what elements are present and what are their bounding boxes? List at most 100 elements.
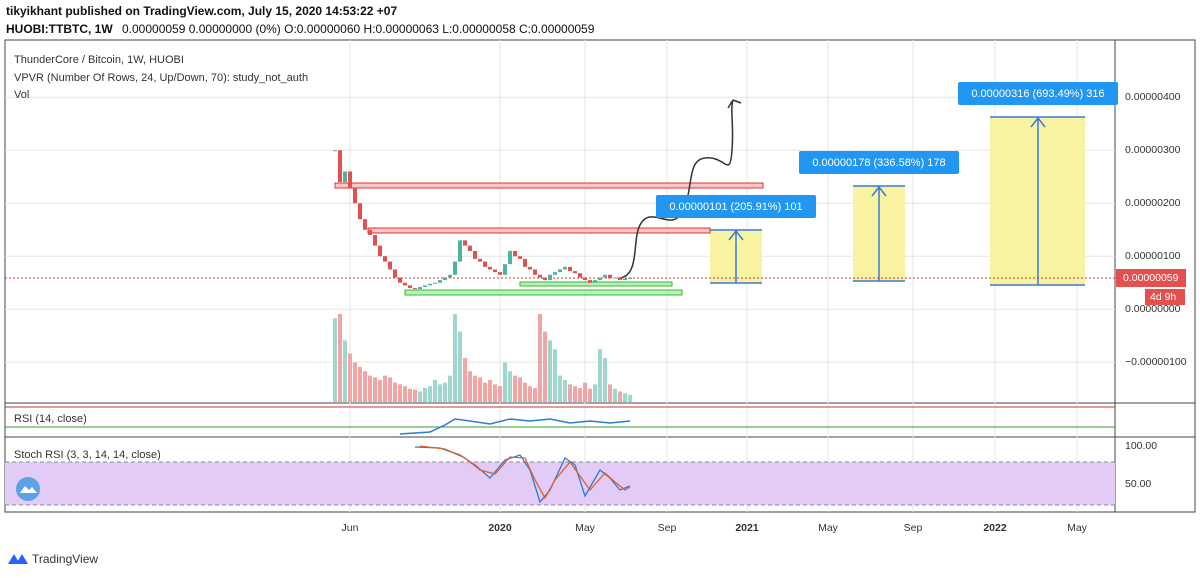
volume-bar (598, 349, 602, 402)
candle (383, 256, 387, 262)
x-tick-label: May (575, 522, 596, 534)
volume-bar (528, 386, 532, 402)
candle (613, 277, 617, 279)
x-tick-label: 2021 (735, 522, 759, 534)
last-price: 0.00000059 (1123, 272, 1179, 284)
volume-bar (523, 382, 527, 402)
candle (443, 277, 447, 281)
volume-bar (333, 318, 337, 402)
vgrid (5, 40, 1115, 512)
volume-bar (458, 331, 462, 402)
countdown: 4d 9h (1150, 291, 1176, 303)
candle (393, 269, 397, 278)
volume-bar (553, 349, 557, 402)
x-tick-label: 2020 (488, 522, 512, 534)
x-tick-label: May (818, 522, 839, 534)
candle (568, 266, 572, 272)
x-tick-label: Sep (658, 522, 677, 534)
candle (373, 235, 377, 246)
y-tick-label: 0.00000400 (1125, 91, 1181, 103)
candle (363, 219, 367, 230)
candle (428, 283, 432, 286)
volume-bar (448, 375, 452, 402)
stoch-tick: 50.00 (1125, 478, 1151, 490)
volume-bar (608, 384, 612, 402)
candle (618, 277, 622, 281)
stoch-title: Stoch RSI (3, 3, 14, 14, close) (14, 449, 161, 461)
support (404, 289, 683, 296)
candle (368, 229, 372, 236)
symbol: HUOBI:TTBTC, 1W (6, 22, 113, 36)
volume-bar (408, 388, 412, 402)
volume-bar (488, 380, 492, 402)
y-tick-label: −0.00000100 (1125, 356, 1187, 368)
volume-bar (593, 384, 597, 402)
stoch-d (419, 445, 631, 500)
volume-bar (538, 314, 542, 402)
volume-bar (568, 384, 572, 402)
volume-bar (583, 382, 587, 402)
volume-bar (378, 380, 382, 402)
x-tick-label: May (1067, 522, 1088, 534)
volume-bar (368, 375, 372, 402)
volume-bar (573, 386, 577, 402)
volume-bar (463, 358, 467, 402)
stoch-tick: 100.00 (1125, 440, 1157, 452)
volume-bar (623, 393, 627, 402)
candle (333, 150, 337, 152)
y-tick-label: 0.00000200 (1125, 197, 1181, 209)
x-tick-label: 2022 (983, 522, 1007, 534)
candle (563, 266, 567, 270)
footer: TradingView (32, 552, 98, 566)
volume-bar (558, 375, 562, 402)
volume-bar (363, 371, 367, 402)
candle (473, 250, 477, 259)
volume-bar (388, 377, 392, 402)
candle (528, 266, 532, 270)
rsi-title: RSI (14, close) (14, 413, 87, 425)
volume-bar (503, 362, 507, 402)
logo (8, 554, 28, 564)
volume-bar (543, 331, 547, 402)
candle (583, 277, 587, 281)
last-price-bg (1116, 268, 1186, 287)
volume-bar (443, 382, 447, 402)
volume-bar (478, 377, 482, 402)
candle (453, 261, 457, 275)
resistance (334, 182, 764, 189)
volume-bar (483, 382, 487, 402)
volume-bar (508, 371, 512, 402)
candles (333, 150, 632, 402)
measure-label: 0.00000178 (336.58%) 178 (812, 157, 945, 169)
measure-label: 0.00000101 (205.91%) 101 (669, 201, 802, 213)
candle (593, 280, 597, 283)
ohlc: 0.00000059 0.00000000 (0%) O:0.00000060 … (122, 22, 595, 36)
time-axis: Jun 2020 May Sep 2021 May Sep 2022 May (342, 522, 1088, 534)
candle (533, 269, 537, 275)
snapshot-icon (20, 486, 37, 493)
resistance (367, 227, 711, 234)
candle (608, 274, 612, 279)
measure-label-bg (958, 82, 1118, 105)
volume-bar (468, 371, 472, 402)
volume-bar (398, 384, 402, 402)
volume-bar (518, 377, 522, 402)
candle (478, 258, 482, 262)
candle (493, 269, 497, 273)
volume-bar (353, 362, 357, 402)
volume-bar (618, 391, 622, 402)
candle (423, 285, 427, 287)
candle (388, 261, 392, 270)
countdown-bg (1145, 288, 1185, 305)
measure-label-bg (656, 195, 816, 218)
volume-bar (343, 340, 347, 402)
volume-bar (358, 366, 362, 402)
legend-title: ThunderCore / Bitcoin, 1W, HUOBI (14, 54, 184, 66)
candle (588, 280, 592, 283)
candle (408, 285, 412, 289)
x-tick-label: Jun (342, 522, 359, 534)
y-tick-label: 0.00000300 (1125, 144, 1181, 156)
candle (598, 277, 602, 281)
y-tick-label: 0.00000100 (1125, 250, 1181, 262)
